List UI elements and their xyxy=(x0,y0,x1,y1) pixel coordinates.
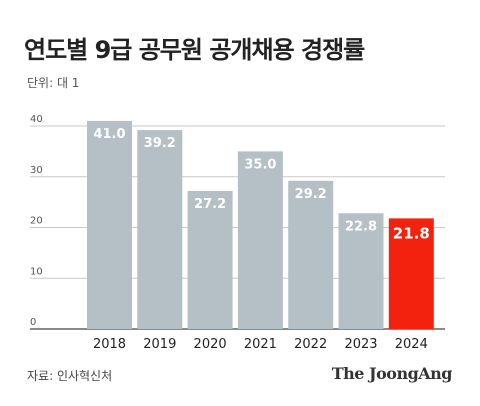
value-label-2021: 35.0 xyxy=(244,157,276,172)
unit-label: 단위: 대 1 xyxy=(27,76,80,90)
y-tick-label-10: 10 xyxy=(30,266,43,277)
value-label-2018: 41.0 xyxy=(93,127,125,142)
chart-title: 연도별 9급 공무원 공개채용 경쟁률 xyxy=(24,36,365,64)
bar-2022 xyxy=(288,180,334,329)
bar-2021 xyxy=(237,151,283,329)
y-tick-label-30: 30 xyxy=(30,165,43,176)
y-tick-label-20: 20 xyxy=(30,216,43,227)
bar-2018 xyxy=(87,120,132,329)
x-tick-label-2019: 2019 xyxy=(143,337,176,352)
x-tick-label-2020: 2020 xyxy=(194,337,227,352)
x-tick-label-2022: 2022 xyxy=(294,337,327,352)
x-tick-label-2024: 2024 xyxy=(395,337,428,352)
labels-layer: 41.0 39.2 27.2 35.0 29.2 22.8 21.8 xyxy=(93,127,429,242)
bar-2019 xyxy=(137,130,183,329)
bar-2020 xyxy=(187,190,233,329)
x-tick-labels: 2018 2019 2020 2021 2022 2023 2024 xyxy=(93,337,428,352)
brand-logo: The JoongAng xyxy=(331,364,453,383)
bars-layer xyxy=(87,120,434,329)
value-label-2020: 27.2 xyxy=(194,197,226,212)
bar-2024 xyxy=(388,218,434,329)
value-label-2019: 39.2 xyxy=(144,136,176,151)
y-tick-label-40: 40 xyxy=(30,114,43,125)
x-tick-label-2023: 2023 xyxy=(344,337,377,352)
y-tick-label-0: 0 xyxy=(30,317,36,328)
source-note: 자료: 인사혁신처 xyxy=(27,369,113,383)
value-label-2023: 22.8 xyxy=(345,219,377,234)
value-label-2022: 29.2 xyxy=(295,187,327,202)
value-label-2024: 21.8 xyxy=(393,224,430,242)
x-tick-label-2021: 2021 xyxy=(244,337,277,352)
x-tick-label-2018: 2018 xyxy=(93,337,126,352)
bar-2023 xyxy=(338,213,384,329)
